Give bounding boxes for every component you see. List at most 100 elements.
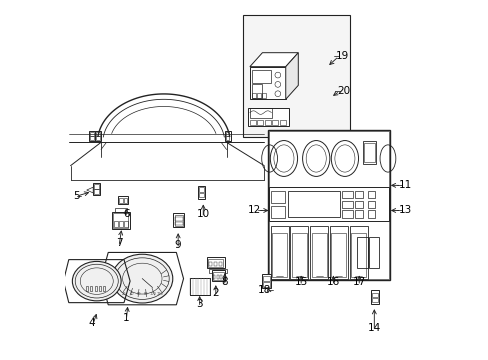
Bar [367,191,374,198]
Bar [96,136,100,140]
Bar [364,143,374,162]
Bar [208,259,223,267]
Bar [350,233,366,277]
Bar [247,108,289,126]
Text: 7: 7 [116,238,122,248]
Bar [262,93,266,98]
Bar [257,120,263,125]
Bar [242,15,349,137]
Bar [224,131,230,141]
Bar [211,270,224,281]
Text: 11: 11 [398,180,411,190]
Bar [94,184,99,189]
Bar [349,226,367,279]
Ellipse shape [270,140,297,176]
Text: 16: 16 [326,277,339,287]
Text: 1: 1 [122,313,129,323]
Bar [291,233,306,277]
Bar [341,211,352,218]
Bar [270,226,288,279]
Bar [267,130,389,280]
Bar [268,187,388,221]
Text: 12: 12 [247,206,260,216]
Bar [287,191,339,217]
Text: 2: 2 [212,288,219,298]
Ellipse shape [72,261,121,301]
Bar [94,286,97,291]
Bar [251,70,271,83]
Ellipse shape [302,140,329,176]
Bar [279,120,285,125]
Bar [311,233,326,277]
Bar [341,201,352,208]
Bar [257,93,261,98]
Bar [208,262,212,266]
Bar [90,136,94,140]
Bar [115,208,126,212]
Bar [175,222,183,225]
Bar [99,286,101,291]
Polygon shape [86,187,93,193]
Text: 5: 5 [73,191,80,201]
Bar [309,226,327,279]
Bar [251,85,261,98]
Bar [249,120,255,125]
Bar [212,272,223,280]
Bar [251,93,255,98]
Bar [206,257,224,268]
Bar [270,206,285,219]
Bar [93,183,100,195]
Bar [270,191,285,203]
Bar [271,233,286,277]
Bar [354,191,362,198]
Bar [368,237,379,268]
Bar [199,193,203,197]
Bar [173,213,184,227]
Bar [219,275,222,279]
Text: 100: 100 [149,292,156,296]
Bar [371,298,377,302]
Text: 3: 3 [196,299,203,309]
Bar [119,198,122,203]
Bar [370,290,378,304]
Text: 40: 40 [129,292,134,296]
Bar [367,201,374,208]
Bar [225,136,229,140]
Bar [249,108,272,118]
Polygon shape [249,53,298,67]
Text: 13: 13 [398,206,411,216]
Bar [225,132,229,135]
Text: 10: 10 [196,209,209,219]
Text: 20: 20 [122,292,126,296]
Text: 120: 120 [157,292,163,296]
Bar [96,132,100,135]
Text: 4: 4 [89,319,95,328]
Text: 15: 15 [294,277,307,287]
Bar [330,233,346,277]
Bar [124,221,127,226]
Bar [218,262,222,266]
Bar [356,237,367,268]
Bar [199,187,203,192]
Bar [198,186,204,199]
Text: 8: 8 [221,277,227,287]
Bar [271,120,278,125]
Bar [362,140,376,164]
Bar [213,262,217,266]
Bar [371,293,377,297]
Bar [190,278,209,295]
Ellipse shape [112,254,172,303]
Bar [249,67,285,99]
Bar [213,275,215,279]
Ellipse shape [330,140,358,176]
Bar [262,276,269,281]
Bar [103,286,105,291]
Text: 9: 9 [175,240,181,250]
Bar [264,120,270,125]
Text: 17: 17 [352,277,365,287]
Bar [261,274,270,288]
Bar [367,211,374,218]
Bar [119,221,122,226]
Bar [123,198,127,203]
Bar [208,269,226,273]
